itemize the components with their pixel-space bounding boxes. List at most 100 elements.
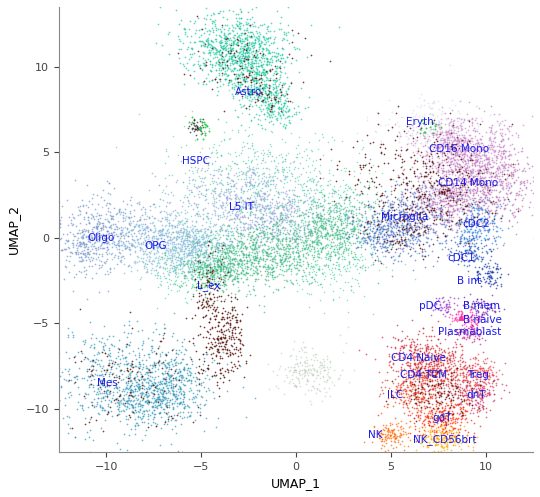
- Point: [145, 255, 153, 263]
- Point: [149, 347, 158, 355]
- Point: [88, 383, 97, 391]
- Point: [366, 140, 375, 148]
- Point: [235, 254, 244, 262]
- Point: [451, 163, 460, 170]
- Point: [280, 267, 288, 275]
- Point: [415, 407, 424, 414]
- Point: [436, 350, 445, 358]
- Point: [127, 425, 136, 433]
- Point: [207, 241, 216, 248]
- Point: [415, 365, 424, 373]
- Point: [120, 399, 129, 407]
- Point: [164, 415, 172, 423]
- Point: [451, 424, 460, 432]
- Point: [239, 37, 248, 45]
- Point: [422, 195, 431, 203]
- Point: [448, 150, 457, 158]
- Point: [444, 161, 453, 168]
- Point: [474, 227, 483, 235]
- Point: [223, 271, 232, 279]
- Point: [272, 204, 281, 212]
- Point: [227, 238, 236, 246]
- Point: [263, 150, 272, 158]
- Point: [451, 428, 460, 436]
- Point: [194, 252, 202, 260]
- Point: [85, 357, 94, 365]
- Point: [262, 94, 271, 102]
- Point: [435, 125, 444, 133]
- Point: [164, 384, 172, 392]
- Point: [408, 197, 416, 205]
- Point: [477, 395, 485, 403]
- Point: [159, 388, 168, 396]
- Point: [306, 186, 315, 194]
- Point: [369, 203, 377, 211]
- Point: [270, 267, 279, 275]
- Point: [164, 241, 173, 248]
- Point: [442, 209, 450, 217]
- Point: [219, 252, 227, 260]
- Point: [455, 224, 463, 232]
- Point: [256, 235, 265, 243]
- Point: [501, 201, 509, 209]
- Point: [376, 434, 384, 442]
- Point: [428, 201, 436, 209]
- Point: [308, 370, 317, 378]
- Point: [255, 43, 264, 51]
- Point: [177, 255, 185, 263]
- Point: [212, 274, 221, 282]
- Point: [303, 277, 312, 285]
- Point: [293, 229, 301, 237]
- Point: [213, 256, 222, 264]
- Point: [266, 207, 275, 215]
- Point: [456, 365, 465, 373]
- Point: [220, 307, 229, 315]
- Point: [417, 363, 426, 371]
- Point: [98, 342, 107, 350]
- Point: [449, 194, 457, 202]
- Point: [73, 211, 82, 219]
- Point: [458, 310, 467, 318]
- Point: [282, 261, 291, 269]
- Point: [468, 161, 476, 169]
- Point: [62, 348, 70, 356]
- Point: [311, 172, 320, 180]
- Point: [152, 349, 160, 357]
- Point: [247, 222, 255, 230]
- Point: [234, 48, 243, 56]
- Point: [376, 196, 385, 204]
- Point: [276, 260, 285, 268]
- Point: [237, 65, 246, 73]
- Point: [87, 225, 96, 233]
- Point: [204, 34, 212, 42]
- Point: [470, 176, 478, 184]
- Point: [454, 117, 462, 125]
- Point: [239, 226, 248, 234]
- Point: [446, 191, 455, 199]
- Point: [428, 416, 437, 424]
- Point: [477, 179, 485, 187]
- Point: [484, 159, 493, 167]
- Point: [501, 160, 509, 167]
- Point: [195, 249, 204, 257]
- Point: [86, 341, 95, 349]
- Point: [275, 216, 284, 224]
- Point: [133, 368, 141, 376]
- Point: [399, 223, 408, 231]
- Point: [301, 218, 309, 226]
- Point: [254, 62, 262, 70]
- Point: [435, 384, 444, 392]
- Point: [438, 414, 447, 421]
- Point: [381, 447, 389, 455]
- Point: [363, 220, 372, 228]
- Point: [272, 179, 280, 187]
- Point: [199, 233, 207, 241]
- Point: [477, 203, 485, 211]
- Point: [447, 160, 455, 168]
- Point: [170, 245, 178, 253]
- Point: [500, 121, 508, 129]
- Point: [156, 255, 165, 263]
- Point: [270, 52, 279, 60]
- Point: [274, 246, 283, 253]
- Point: [421, 396, 430, 404]
